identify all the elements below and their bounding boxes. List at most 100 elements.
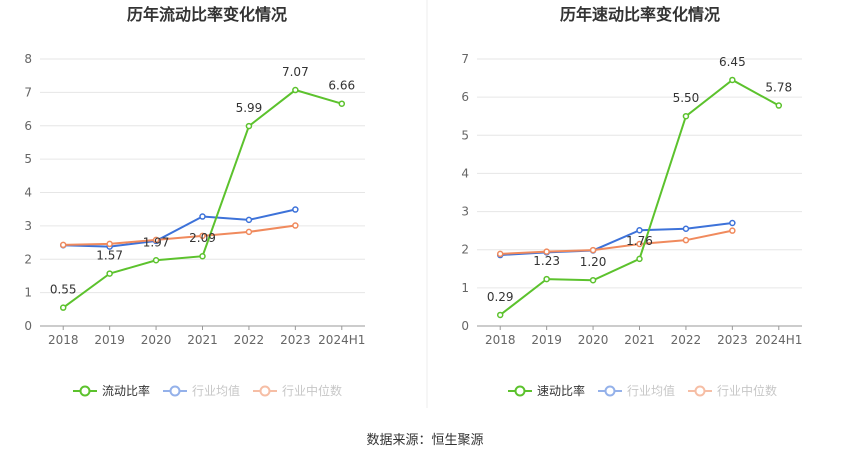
y-tick-label: 8 — [24, 52, 32, 66]
data-point — [199, 232, 206, 240]
x-tick-label: 2023 — [717, 333, 748, 347]
data-label: 1.76 — [626, 234, 653, 248]
data-point — [729, 76, 736, 84]
series-line — [500, 222, 733, 257]
data-point — [636, 227, 643, 234]
chart-title: 历年流动比率变化情况 — [127, 5, 287, 24]
x-tick-label: 2021 — [624, 333, 655, 347]
data-point — [496, 311, 504, 319]
data-label: 6.45 — [719, 55, 746, 69]
data-point — [682, 236, 690, 244]
data-point — [636, 255, 643, 263]
x-tick-label: 2018 — [48, 333, 79, 347]
y-tick-label: 6 — [461, 90, 469, 104]
current-ratio-chart: 历年流动比率变化情况 0 1 2 3 4 5 6 7 8 2018 2019 2020 2021 2022 2… — [24, 5, 365, 398]
legend-marker-icon — [514, 385, 526, 397]
data-label: 2.09 — [189, 231, 216, 245]
series-line — [63, 208, 296, 248]
legend-marker-icon — [259, 385, 271, 397]
data-point — [199, 213, 206, 220]
y-tick-label: 3 — [461, 205, 469, 219]
legend-label: 流动比率 — [102, 383, 150, 398]
data-point — [245, 228, 253, 236]
legend-marker-icon — [79, 385, 91, 397]
data-point — [543, 275, 550, 283]
data-label: 1.57 — [96, 249, 123, 263]
quick-ratio-chart: 历年速动比率变化情况 0 1 2 3 4 5 6 7 2018 2019 2020 2021 2022 20… — [461, 5, 802, 398]
legend-item[interactable]: 速动比率 — [508, 383, 585, 398]
data-label: 1.20 — [580, 255, 607, 269]
data-point — [59, 304, 67, 311]
data-point — [292, 206, 299, 213]
legend-label: 速动比率 — [537, 383, 585, 398]
data-point — [152, 257, 160, 264]
legend-label: 行业均值 — [627, 383, 675, 398]
data-point — [589, 246, 597, 254]
y-tick-label: 0 — [24, 319, 32, 333]
data-point — [496, 250, 504, 258]
data-point — [292, 86, 299, 94]
y-tick-label: 2 — [461, 243, 469, 257]
data-point — [245, 122, 253, 130]
x-tick-label: 2021 — [187, 333, 218, 347]
legend-label: 行业中位数 — [717, 383, 777, 398]
data-point — [106, 240, 113, 248]
y-tick-label: 4 — [461, 166, 469, 180]
data-label: 5.78 — [765, 81, 792, 95]
data-label: 1.97 — [143, 235, 170, 249]
legend-item[interactable]: 行业均值 — [598, 383, 675, 398]
data-point — [292, 222, 299, 229]
x-tick-label: 2020 — [141, 333, 172, 347]
y-tick-label: 7 — [461, 52, 469, 66]
legend-marker-icon — [169, 385, 181, 397]
y-tick-label: 0 — [461, 319, 469, 333]
data-label: 0.55 — [50, 283, 77, 297]
data-point — [775, 102, 783, 109]
x-tick-label: 2023 — [280, 333, 311, 347]
y-tick-label: 2 — [24, 252, 32, 266]
data-point — [106, 270, 113, 277]
data-point — [338, 100, 346, 107]
data-point — [199, 252, 206, 260]
y-tick-label: 7 — [24, 85, 32, 99]
legend-item[interactable]: 流动比率 — [73, 383, 150, 398]
data-point — [636, 240, 643, 248]
y-tick-label: 5 — [24, 152, 32, 166]
y-tick-label: 1 — [24, 286, 32, 300]
y-tick-label: 3 — [24, 219, 32, 233]
chart-title: 历年速动比率变化情况 — [560, 5, 720, 24]
legend-item[interactable]: 行业中位数 — [253, 383, 342, 398]
legend-marker-icon — [604, 385, 616, 397]
x-tick-label: 2020 — [578, 333, 609, 347]
x-tick-label: 2022 — [671, 333, 702, 347]
data-label: 7.07 — [282, 65, 309, 79]
x-tick-label: 2024H1 — [318, 333, 365, 347]
data-point — [729, 219, 736, 227]
data-label: 5.99 — [236, 101, 263, 115]
data-source-note: 数据来源：恒生聚源 — [366, 433, 484, 448]
legend-label: 行业中位数 — [282, 383, 342, 398]
x-tick-label: 2019 — [531, 333, 562, 347]
x-tick-label: 2024H1 — [755, 333, 802, 347]
x-tick-label: 2022 — [234, 333, 265, 347]
series-line — [499, 78, 780, 316]
x-tick-label: 2018 — [485, 333, 516, 347]
legend-item[interactable]: 行业中位数 — [688, 383, 777, 398]
y-tick-label: 5 — [461, 128, 469, 142]
data-point — [729, 227, 736, 234]
data-label: 5.50 — [673, 91, 700, 105]
data-point — [589, 276, 597, 284]
data-point — [245, 216, 253, 224]
legend-label: 行业均值 — [192, 383, 240, 398]
data-label: 6.66 — [328, 79, 355, 93]
y-tick-label: 4 — [24, 186, 32, 200]
legend-item[interactable]: 行业均值 — [163, 383, 240, 398]
y-tick-label: 1 — [461, 281, 469, 295]
data-point — [59, 241, 67, 249]
series-line — [500, 229, 733, 255]
data-point — [682, 225, 690, 232]
y-tick-label: 6 — [24, 119, 32, 133]
data-label: 0.29 — [487, 290, 514, 304]
series-line — [63, 224, 296, 246]
